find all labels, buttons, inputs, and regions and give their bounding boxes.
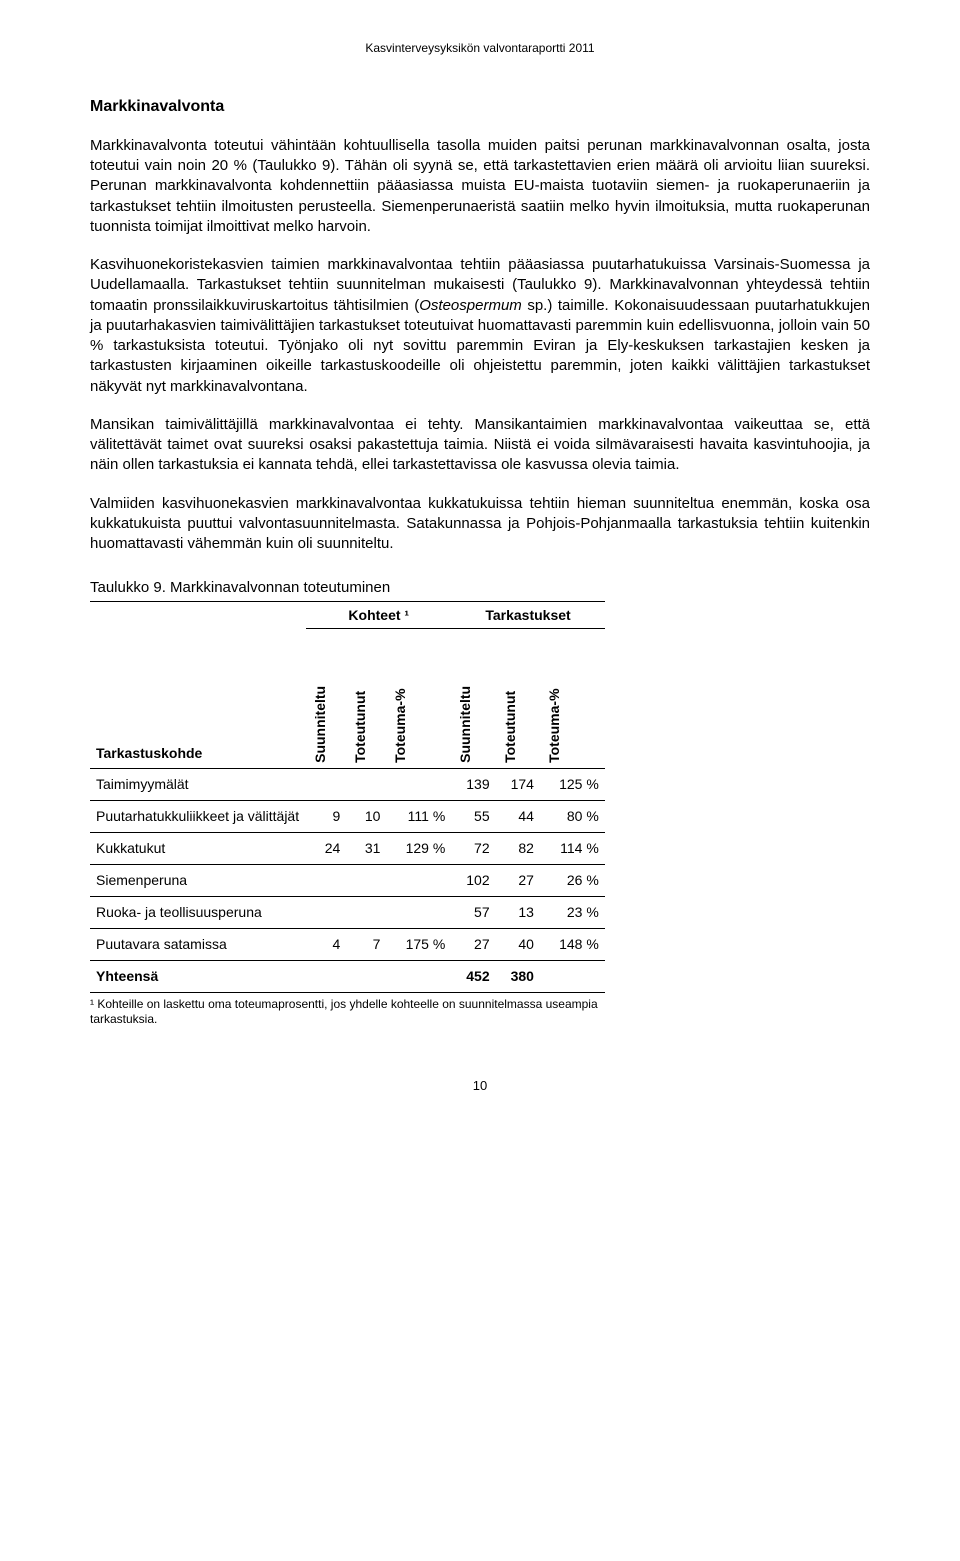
cell bbox=[306, 865, 346, 897]
cell: 139 bbox=[451, 769, 495, 801]
cell: 80 % bbox=[540, 801, 605, 833]
cell: 72 bbox=[451, 833, 495, 865]
cell: 13 bbox=[496, 896, 540, 928]
cell: 148 % bbox=[540, 928, 605, 960]
cell: 82 bbox=[496, 833, 540, 865]
cell: 57 bbox=[451, 896, 495, 928]
paragraph-4: Valmiiden kasvihuonekasvien markkinavalv… bbox=[90, 494, 870, 555]
page-number: 10 bbox=[90, 1077, 870, 1095]
table-group-header-row: Kohteet ¹ Tarkastukset bbox=[90, 602, 605, 629]
cell: 102 bbox=[451, 865, 495, 897]
col-header-4: Suunniteltu bbox=[456, 742, 475, 762]
cell: 129 % bbox=[386, 833, 451, 865]
row-label: Puutarhatukkuliikkeet ja välittäjät bbox=[90, 801, 306, 833]
cell: 27 bbox=[451, 928, 495, 960]
paragraph-2: Kasvihuonekoristekasvien taimien markkin… bbox=[90, 255, 870, 397]
cell bbox=[386, 769, 451, 801]
cell: 26 % bbox=[540, 865, 605, 897]
page-header: Kasvinterveysyksikön valvontaraportti 20… bbox=[90, 40, 870, 56]
table-row: Kukkatukut2431129 %7282114 % bbox=[90, 833, 605, 865]
table-row: Siemenperuna 1022726 % bbox=[90, 865, 605, 897]
total-cell bbox=[386, 960, 451, 992]
cell bbox=[306, 769, 346, 801]
cell: 125 % bbox=[540, 769, 605, 801]
cell: 114 % bbox=[540, 833, 605, 865]
col-header-3: Toteuma-% bbox=[392, 742, 411, 762]
table-row: Taimimyymälät 139174125 % bbox=[90, 769, 605, 801]
row-label: Taimimyymälät bbox=[90, 769, 306, 801]
table-footnote: ¹ Kohteille on laskettu oma toteumaprose… bbox=[90, 997, 605, 1027]
total-label: Yhteensä bbox=[90, 960, 306, 992]
table-row: Puutavara satamissa47175 %2740148 % bbox=[90, 928, 605, 960]
cell: 55 bbox=[451, 801, 495, 833]
cell: 23 % bbox=[540, 896, 605, 928]
paragraph-3: Mansikan taimivälittäjillä markkinavalvo… bbox=[90, 415, 870, 476]
row-label: Siemenperuna bbox=[90, 865, 306, 897]
group-header-tarkastukset: Tarkastukset bbox=[451, 602, 605, 629]
total-cell: 380 bbox=[496, 960, 540, 992]
cell: 175 % bbox=[386, 928, 451, 960]
cell bbox=[386, 865, 451, 897]
cell bbox=[346, 769, 386, 801]
table-body: Taimimyymälät139174125 %Puutarhatukkulii… bbox=[90, 769, 605, 992]
group-header-kohteet: Kohteet ¹ bbox=[306, 602, 451, 629]
total-cell bbox=[540, 960, 605, 992]
cell: 44 bbox=[496, 801, 540, 833]
cell: 9 bbox=[306, 801, 346, 833]
cell: 4 bbox=[306, 928, 346, 960]
total-cell bbox=[306, 960, 346, 992]
table-row: Ruoka- ja teollisuusperuna 571323 % bbox=[90, 896, 605, 928]
cell bbox=[346, 896, 386, 928]
row-label: Puutavara satamissa bbox=[90, 928, 306, 960]
col-header-5: Toteutunut bbox=[501, 742, 520, 762]
section-title: Markkinavalvonta bbox=[90, 96, 870, 118]
cell: 27 bbox=[496, 865, 540, 897]
cell: 111 % bbox=[386, 801, 451, 833]
col-header-6: Toteuma-% bbox=[545, 742, 564, 762]
total-cell: 452 bbox=[451, 960, 495, 992]
paragraph-1: Markkinavalvonta toteutui vähintään koht… bbox=[90, 136, 870, 237]
col-header-1: Suunniteltu bbox=[311, 742, 330, 762]
cell: 10 bbox=[346, 801, 386, 833]
cell bbox=[386, 896, 451, 928]
table-total-row: Yhteensä 452380 bbox=[90, 960, 605, 992]
col-header-tarkastuskohde: Tarkastuskohde bbox=[90, 629, 306, 769]
market-surveillance-table: Kohteet ¹ Tarkastukset Tarkastuskohde Su… bbox=[90, 602, 605, 993]
table-row: Puutarhatukkuliikkeet ja välittäjät91011… bbox=[90, 801, 605, 833]
col-header-2: Toteutunut bbox=[351, 742, 370, 762]
cell bbox=[346, 865, 386, 897]
cell: 31 bbox=[346, 833, 386, 865]
species-name: Osteospermum bbox=[419, 297, 522, 314]
table-column-header-row: Tarkastuskohde Suunniteltu Toteutunut To… bbox=[90, 629, 605, 769]
row-label: Ruoka- ja teollisuusperuna bbox=[90, 896, 306, 928]
cell: 24 bbox=[306, 833, 346, 865]
cell bbox=[306, 896, 346, 928]
cell: 40 bbox=[496, 928, 540, 960]
cell: 174 bbox=[496, 769, 540, 801]
row-label: Kukkatukut bbox=[90, 833, 306, 865]
table-title: Taulukko 9. Markkinavalvonnan toteutumin… bbox=[90, 578, 605, 601]
total-cell bbox=[346, 960, 386, 992]
cell: 7 bbox=[346, 928, 386, 960]
